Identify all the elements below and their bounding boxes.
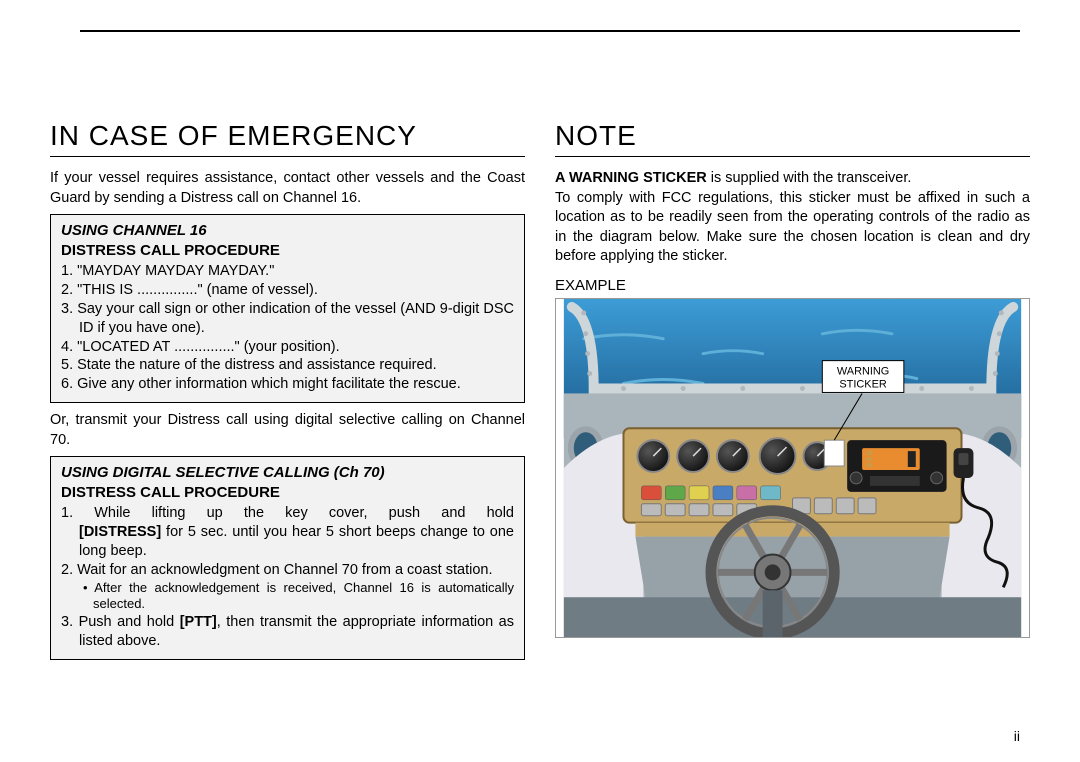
item1-pre: 1. While lifting up the key cover, push … (61, 505, 514, 521)
box2-title: USING DIGITAL SELECTIVE CALLING (Ch 70) (61, 463, 514, 483)
box1-subtitle: DISTRESS CALL PROCEDURE (61, 241, 514, 261)
right-column: NOTE A WARNING STICKER is supplied with … (555, 120, 1030, 668)
list-item: 3. Push and hold [PTT], then transmit th… (61, 613, 514, 651)
list-item: 2. Wait for an acknowledgment on Channel… (61, 561, 514, 580)
boat-helm-diagram: WARNING STICKER (555, 298, 1030, 638)
warning-sticker-bold: A WARNING STICKER (555, 170, 707, 186)
diagram-svg: WARNING STICKER (556, 299, 1029, 637)
list-item: 6. Give any other information which migh… (61, 375, 514, 394)
box1-list: 1. "MAYDAY MAYDAY MAYDAY." 2. "THIS IS .… (61, 262, 514, 394)
list-item: 3. Say your call sign or other indicatio… (61, 300, 514, 338)
right-title: NOTE (555, 120, 1030, 157)
example-label: EXAMPLE (555, 277, 1030, 294)
callout-line1: WARNING (837, 365, 889, 377)
warning-sticker-callout: WARNING STICKER (822, 360, 904, 392)
page-number: ii (1014, 728, 1020, 744)
left-intro-text: If your vessel requires assistance, cont… (50, 169, 525, 208)
list-item: 2. "THIS IS ..............." (name of ve… (61, 281, 514, 300)
distress-key-label: [DISTRESS] (79, 524, 161, 540)
item3-pre: 3. Push and hold (61, 614, 180, 630)
right-paragraph: A WARNING STICKER is supplied with the t… (555, 169, 1030, 267)
list-item: 1. While lifting up the key cover, push … (61, 504, 514, 523)
box1-title: USING CHANNEL 16 (61, 221, 514, 241)
list-item: 4. "LOCATED AT ..............." (your po… (61, 338, 514, 357)
box2-subtitle: DISTRESS CALL PROCEDURE (61, 483, 514, 503)
two-column-layout: IN CASE OF EMERGENCY If your vessel requ… (50, 120, 1030, 668)
channel-16-procedure-box: USING CHANNEL 16 DISTRESS CALL PROCEDURE… (50, 214, 525, 403)
item2-note: • After the acknowledgement is received,… (61, 580, 514, 614)
item1-cont: [DISTRESS] for 5 sec. until you hear 5 s… (61, 523, 514, 561)
console-front (635, 536, 949, 597)
list-item: 5. State the nature of the distress and … (61, 356, 514, 375)
warning-sticker-on-dash (824, 440, 844, 466)
top-horizontal-rule (80, 30, 1020, 32)
list-item: 1. "MAYDAY MAYDAY MAYDAY." (61, 262, 514, 281)
box2-list: 1. While lifting up the key cover, push … (61, 504, 514, 523)
left-column: IN CASE OF EMERGENCY If your vessel requ… (50, 120, 525, 668)
box2-list-2: 2. Wait for an acknowledgment on Channel… (61, 561, 514, 580)
ptt-key-label: [PTT] (180, 614, 217, 630)
dsc-procedure-box: USING DIGITAL SELECTIVE CALLING (Ch 70) … (50, 456, 525, 660)
between-boxes-text: Or, transmit your Distress call using di… (50, 411, 525, 450)
callout-line2: STICKER (839, 378, 886, 390)
vhf-radio (847, 440, 946, 492)
box2-list-3: 3. Push and hold [PTT], then transmit th… (61, 613, 514, 651)
left-title: IN CASE OF EMERGENCY (50, 120, 525, 157)
